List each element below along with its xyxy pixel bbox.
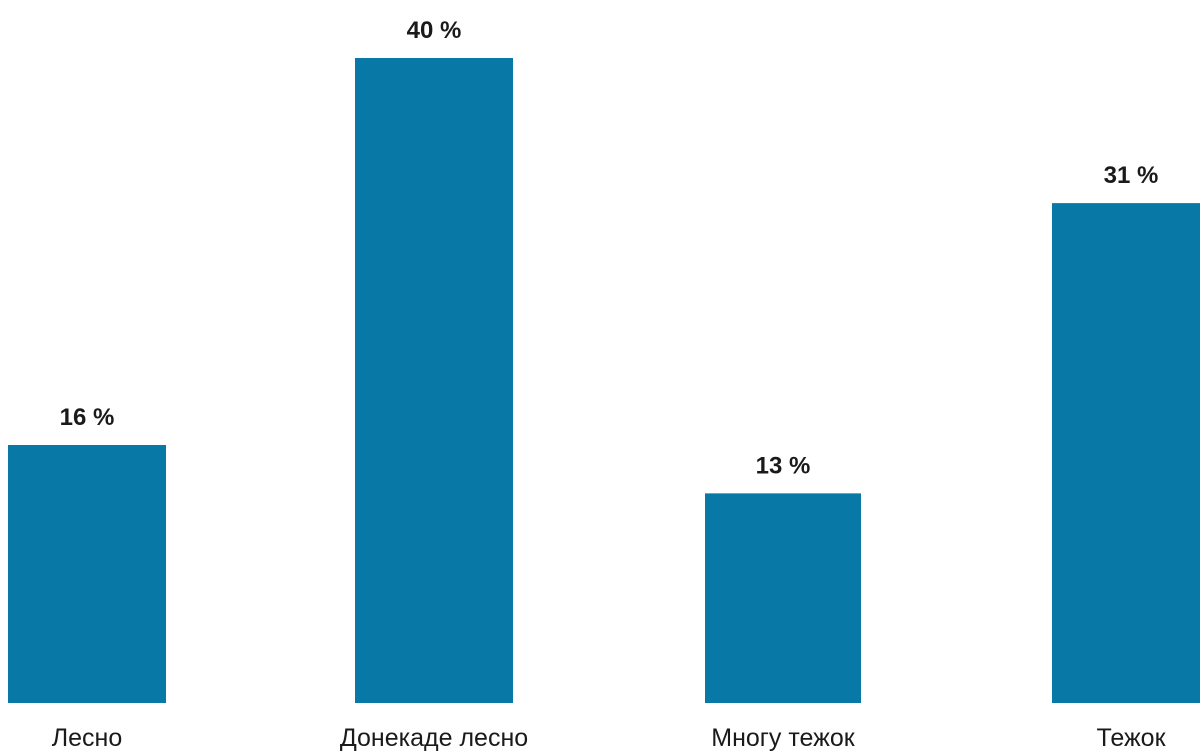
value-label-4: 31 % [1104, 162, 1159, 189]
bar-4 [1052, 203, 1200, 703]
category-label-4: Тежок [1096, 724, 1166, 751]
category-labels-group: Лесно Донекаде лесно Многу тежок Тежок [52, 724, 1167, 751]
value-labels-group: 16 % 40 % 13 % 31 % [60, 17, 1159, 479]
bars-group [8, 58, 1200, 703]
value-label-1: 16 % [60, 404, 115, 431]
category-label-3: Многу тежок [711, 724, 856, 751]
value-label-2: 40 % [407, 17, 462, 44]
bar-3 [705, 493, 861, 703]
category-label-2: Донекаде лесно [340, 724, 528, 751]
category-label-1: Лесно [52, 724, 123, 751]
bar-1 [8, 445, 166, 703]
value-label-3: 13 % [756, 452, 811, 479]
bar-2 [355, 58, 513, 703]
